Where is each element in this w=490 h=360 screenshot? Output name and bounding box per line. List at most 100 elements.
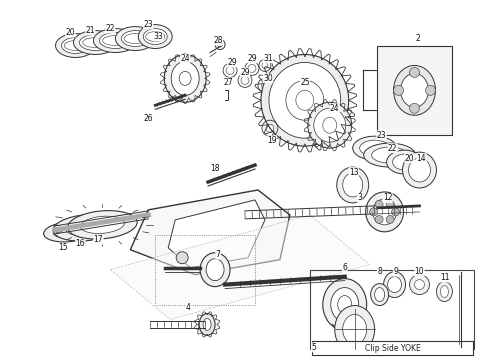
Ellipse shape bbox=[138, 24, 172, 49]
Ellipse shape bbox=[403, 152, 437, 188]
Text: 20: 20 bbox=[405, 154, 415, 163]
Ellipse shape bbox=[122, 31, 149, 46]
Text: 7: 7 bbox=[216, 250, 220, 259]
Circle shape bbox=[410, 103, 419, 113]
Text: 3: 3 bbox=[357, 193, 362, 202]
Text: 22: 22 bbox=[388, 144, 397, 153]
Text: 4: 4 bbox=[186, 303, 191, 312]
Ellipse shape bbox=[393, 66, 436, 115]
Circle shape bbox=[415, 280, 424, 289]
Text: 8: 8 bbox=[377, 267, 382, 276]
Ellipse shape bbox=[64, 41, 87, 50]
Ellipse shape bbox=[74, 31, 118, 54]
Ellipse shape bbox=[375, 288, 385, 302]
Ellipse shape bbox=[343, 315, 367, 345]
Ellipse shape bbox=[437, 282, 452, 302]
Text: 29: 29 bbox=[240, 68, 250, 77]
Ellipse shape bbox=[115, 27, 155, 50]
Ellipse shape bbox=[371, 147, 408, 163]
Circle shape bbox=[392, 208, 399, 216]
Ellipse shape bbox=[269, 62, 341, 138]
Text: 29: 29 bbox=[247, 54, 257, 63]
Text: 24: 24 bbox=[330, 104, 340, 113]
Ellipse shape bbox=[164, 54, 206, 102]
Text: 27: 27 bbox=[223, 78, 233, 87]
FancyBboxPatch shape bbox=[377, 45, 452, 135]
Ellipse shape bbox=[53, 226, 84, 238]
Ellipse shape bbox=[53, 215, 118, 241]
Text: 31: 31 bbox=[263, 54, 273, 63]
Polygon shape bbox=[168, 200, 265, 268]
Ellipse shape bbox=[62, 37, 90, 54]
Ellipse shape bbox=[323, 279, 367, 330]
Text: 11: 11 bbox=[441, 273, 450, 282]
Text: 24: 24 bbox=[180, 54, 190, 63]
Circle shape bbox=[176, 252, 188, 264]
Text: 25: 25 bbox=[300, 78, 310, 87]
Text: 12: 12 bbox=[383, 193, 392, 202]
Ellipse shape bbox=[314, 108, 346, 142]
Ellipse shape bbox=[44, 222, 94, 242]
Ellipse shape bbox=[441, 285, 448, 298]
Ellipse shape bbox=[79, 35, 111, 50]
Text: 26: 26 bbox=[144, 114, 153, 123]
Text: 2: 2 bbox=[415, 34, 420, 43]
Text: 10: 10 bbox=[415, 267, 424, 276]
Ellipse shape bbox=[66, 220, 105, 235]
Text: 19: 19 bbox=[267, 136, 277, 145]
Text: 6: 6 bbox=[343, 263, 347, 272]
Ellipse shape bbox=[171, 62, 199, 95]
Ellipse shape bbox=[206, 259, 224, 280]
Ellipse shape bbox=[203, 319, 211, 330]
Ellipse shape bbox=[199, 314, 215, 336]
Ellipse shape bbox=[360, 140, 390, 156]
Text: 16: 16 bbox=[75, 239, 85, 248]
Circle shape bbox=[375, 216, 383, 224]
Circle shape bbox=[386, 200, 394, 208]
Ellipse shape bbox=[200, 253, 230, 287]
Ellipse shape bbox=[400, 73, 428, 107]
Circle shape bbox=[393, 85, 404, 95]
Ellipse shape bbox=[366, 192, 404, 232]
Text: 21: 21 bbox=[86, 26, 95, 35]
Ellipse shape bbox=[124, 33, 147, 44]
Text: 13: 13 bbox=[349, 167, 359, 176]
Text: 33: 33 bbox=[153, 32, 163, 41]
Ellipse shape bbox=[68, 211, 137, 239]
Circle shape bbox=[410, 67, 419, 77]
FancyBboxPatch shape bbox=[312, 341, 473, 355]
Ellipse shape bbox=[409, 158, 431, 182]
Ellipse shape bbox=[388, 276, 401, 293]
Ellipse shape bbox=[372, 199, 396, 225]
Ellipse shape bbox=[335, 306, 375, 353]
Ellipse shape bbox=[99, 32, 131, 49]
Ellipse shape bbox=[83, 37, 108, 48]
Ellipse shape bbox=[392, 154, 416, 170]
Ellipse shape bbox=[370, 284, 389, 306]
Ellipse shape bbox=[364, 143, 416, 167]
Ellipse shape bbox=[323, 117, 337, 133]
Text: 15: 15 bbox=[58, 243, 67, 252]
Circle shape bbox=[410, 275, 429, 294]
Ellipse shape bbox=[331, 288, 359, 321]
Text: 28: 28 bbox=[213, 36, 223, 45]
Circle shape bbox=[369, 208, 378, 216]
Ellipse shape bbox=[338, 296, 352, 314]
Ellipse shape bbox=[143, 28, 167, 45]
Ellipse shape bbox=[261, 54, 349, 146]
Ellipse shape bbox=[80, 216, 124, 234]
Circle shape bbox=[425, 85, 436, 95]
Text: Clip Side YOKE: Clip Side YOKE bbox=[365, 344, 420, 353]
Ellipse shape bbox=[286, 80, 324, 120]
Ellipse shape bbox=[337, 167, 368, 203]
Ellipse shape bbox=[353, 136, 396, 160]
Polygon shape bbox=[110, 215, 369, 319]
Ellipse shape bbox=[384, 272, 406, 298]
Text: 9: 9 bbox=[393, 267, 398, 276]
Text: 20: 20 bbox=[66, 28, 75, 37]
Ellipse shape bbox=[94, 28, 137, 53]
Text: 23: 23 bbox=[144, 20, 153, 29]
Ellipse shape bbox=[179, 71, 191, 85]
Ellipse shape bbox=[146, 32, 165, 41]
Text: 14: 14 bbox=[416, 154, 426, 163]
